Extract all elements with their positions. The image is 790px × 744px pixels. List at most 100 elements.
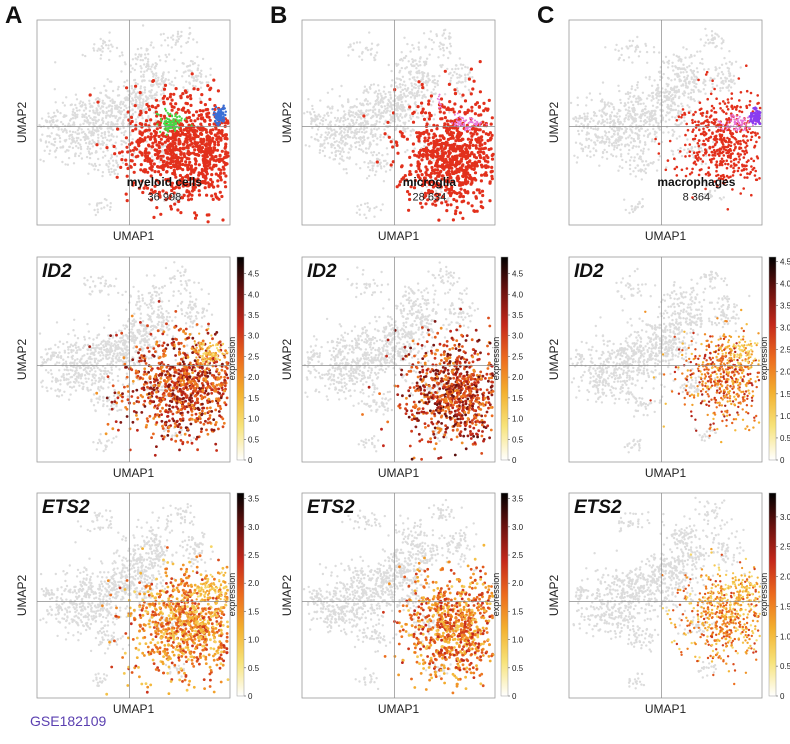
cell-point bbox=[224, 142, 228, 146]
cell-point bbox=[630, 205, 633, 208]
cell-point bbox=[671, 153, 675, 156]
cell-point bbox=[189, 103, 193, 107]
cell-point bbox=[84, 106, 87, 109]
cell-point bbox=[442, 167, 446, 171]
cell-point bbox=[421, 114, 424, 118]
cell-point bbox=[417, 41, 421, 44]
cell-point bbox=[136, 47, 140, 51]
cell-point bbox=[172, 84, 175, 87]
cell-point bbox=[708, 79, 712, 82]
cell-point bbox=[216, 140, 220, 144]
cell-point bbox=[349, 106, 352, 109]
cell-point bbox=[572, 117, 575, 120]
cell-point bbox=[138, 150, 142, 154]
cell-point bbox=[379, 208, 383, 212]
cell-point bbox=[134, 110, 137, 114]
cell-point bbox=[635, 97, 638, 100]
cell-point bbox=[445, 107, 449, 111]
cell-point bbox=[377, 113, 380, 117]
cell-point bbox=[132, 170, 136, 174]
cell-point bbox=[615, 138, 618, 141]
cell-point bbox=[464, 74, 467, 77]
cell-point bbox=[451, 131, 455, 135]
cell-point bbox=[200, 69, 203, 72]
cell-point bbox=[134, 118, 138, 121]
cell-point bbox=[682, 71, 685, 74]
cell-point bbox=[433, 142, 437, 147]
cell-point bbox=[704, 41, 707, 44]
cell-point bbox=[168, 149, 172, 153]
cell-point bbox=[443, 116, 447, 120]
cell-point bbox=[147, 151, 151, 155]
cell-point bbox=[362, 136, 365, 139]
cell-point bbox=[209, 86, 213, 90]
cell-point bbox=[173, 58, 176, 61]
cell-point bbox=[108, 58, 111, 62]
cell-point bbox=[120, 70, 123, 73]
cell-point bbox=[376, 96, 380, 99]
cell-point bbox=[646, 128, 649, 131]
cell-point bbox=[213, 111, 216, 114]
cell-point bbox=[197, 153, 201, 157]
cell-point bbox=[143, 158, 147, 163]
cell-point bbox=[90, 152, 94, 155]
cell-point bbox=[680, 110, 683, 113]
cell-point bbox=[217, 128, 221, 133]
cell-point bbox=[469, 117, 471, 119]
cell-point bbox=[203, 163, 207, 168]
cell-point bbox=[203, 179, 207, 183]
cell-point bbox=[134, 98, 138, 102]
cell-point bbox=[631, 61, 634, 64]
cell-point bbox=[360, 148, 363, 151]
cell-point bbox=[125, 115, 128, 119]
cell-point bbox=[404, 84, 407, 87]
cell-point bbox=[610, 111, 614, 114]
cell-point bbox=[459, 138, 463, 142]
cell-point bbox=[666, 76, 670, 80]
cell-point bbox=[460, 67, 464, 70]
cell-point bbox=[624, 137, 628, 140]
cell-point bbox=[432, 88, 435, 91]
cell-point bbox=[110, 133, 114, 136]
cell-point bbox=[615, 155, 618, 158]
cell-point bbox=[71, 110, 75, 114]
cell-point bbox=[431, 168, 435, 172]
cell-point bbox=[664, 88, 667, 91]
cell-point bbox=[141, 117, 144, 120]
cell-point bbox=[476, 120, 478, 123]
cell-point bbox=[666, 103, 669, 107]
cell-point bbox=[436, 83, 439, 87]
cell-point bbox=[607, 130, 611, 134]
cell-point bbox=[79, 147, 83, 151]
cell-point bbox=[417, 164, 421, 169]
cell-point bbox=[391, 79, 394, 82]
cell-point bbox=[425, 152, 429, 156]
cell-point bbox=[122, 126, 125, 130]
cell-point bbox=[438, 138, 442, 142]
cell-point bbox=[140, 122, 144, 126]
cell-point bbox=[464, 174, 468, 178]
cell-point bbox=[166, 44, 170, 47]
cell-point bbox=[425, 168, 429, 172]
cell-point bbox=[96, 211, 100, 214]
cell-point bbox=[154, 93, 157, 96]
cell-point bbox=[614, 48, 617, 51]
cell-point bbox=[683, 119, 686, 123]
cell-point bbox=[455, 205, 459, 210]
cell-point bbox=[52, 121, 55, 124]
cell-point bbox=[153, 148, 157, 152]
cell-point bbox=[117, 85, 120, 89]
cell-point bbox=[435, 124, 439, 128]
cell-point bbox=[168, 95, 172, 99]
cell-point bbox=[363, 138, 366, 142]
cell-point bbox=[310, 122, 313, 126]
cell-point bbox=[629, 112, 632, 116]
cell-point bbox=[155, 206, 159, 210]
cell-point bbox=[134, 84, 138, 88]
cell-point bbox=[604, 104, 607, 108]
cell-point bbox=[448, 111, 451, 114]
cell-point bbox=[374, 125, 377, 128]
cell-point bbox=[101, 143, 105, 147]
cell-point bbox=[576, 156, 579, 159]
cell-point bbox=[120, 131, 123, 135]
